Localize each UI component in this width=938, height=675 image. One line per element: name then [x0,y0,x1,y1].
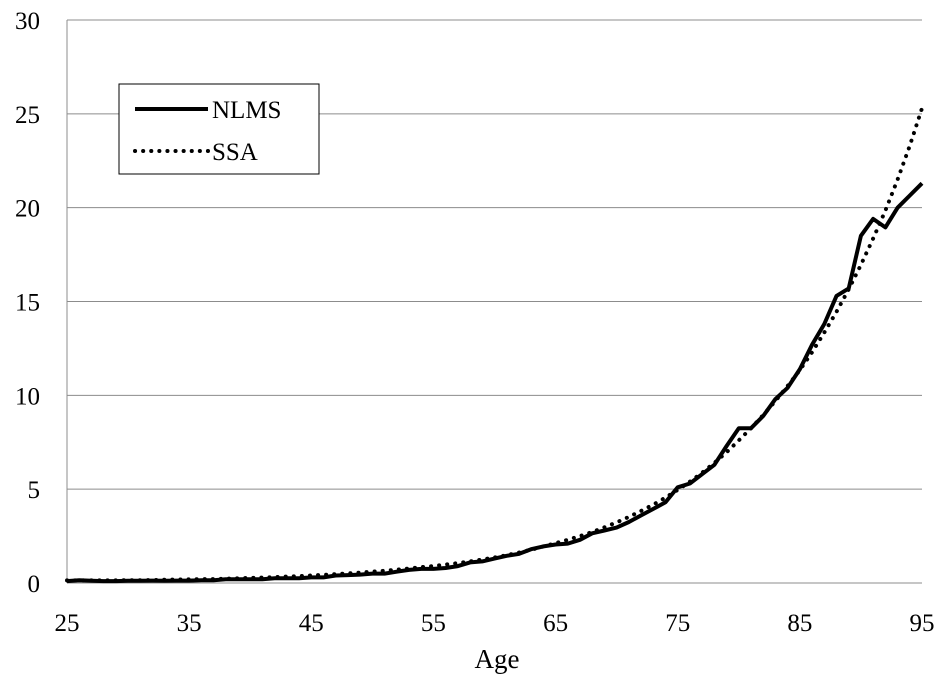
legend-label-nlms: NLMS [212,97,281,124]
y-tick-label-15: 15 [15,290,40,317]
legend: NLMS SSA [118,83,320,175]
series-lines [65,106,924,584]
x-tick-label-95: 95 [910,610,935,637]
x-tick-label-25: 25 [55,610,80,637]
y-tick-label-0: 0 [28,571,41,598]
series-line-nlms [66,181,924,584]
y-tick-labels: 0 5 10 15 20 25 30 [15,8,40,598]
y-tick-label-20: 20 [15,196,40,223]
y-tick-label-10: 10 [15,383,40,410]
x-tick-labels: 25 35 45 55 65 75 85 95 [55,610,935,637]
y-tick-label-30: 30 [15,8,40,35]
y-tick-label-5: 5 [28,477,41,504]
legend-box [118,83,320,175]
legend-label-ssa: SSA [212,139,258,166]
x-tick-label-45: 45 [299,610,324,637]
x-tick-label-85: 85 [787,610,812,637]
x-tick-label-75: 75 [665,610,690,637]
series-line-ssa [65,106,924,583]
x-tick-label-65: 65 [543,610,568,637]
axes [66,20,922,584]
x-axis-label: Age [475,644,520,674]
x-tick-label-35: 35 [177,610,202,637]
x-tick-label-55: 55 [421,610,446,637]
y-tick-label-25: 25 [15,102,40,129]
